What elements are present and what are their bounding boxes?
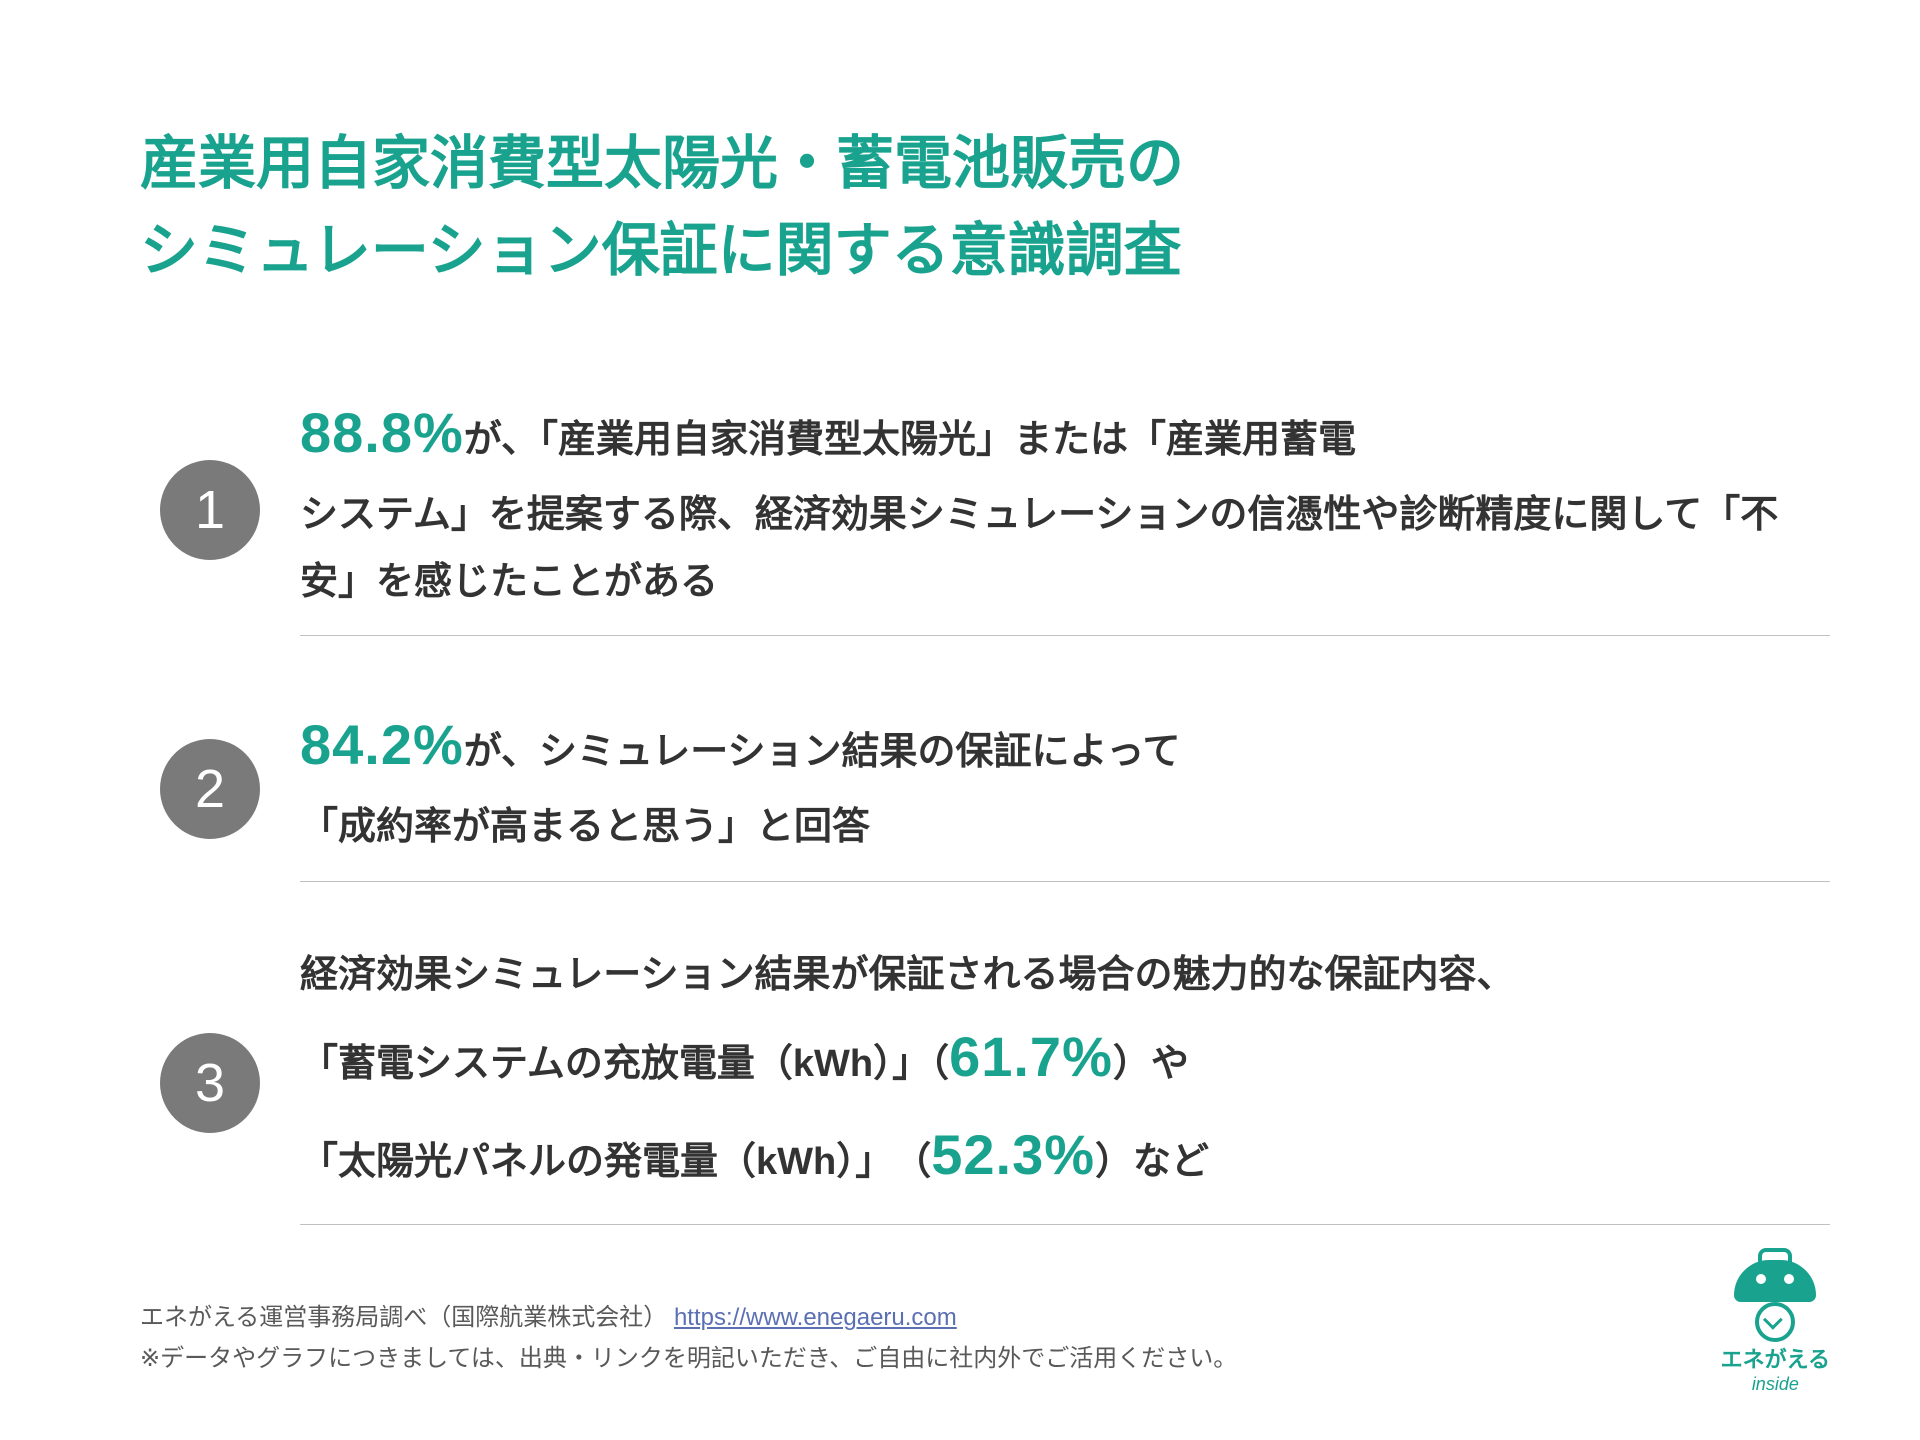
point-1-badge: 1 xyxy=(160,460,260,560)
point-2-text-a: が、シミュレーション結果の保証によって xyxy=(464,731,1181,773)
point-3-badge: 3 xyxy=(160,1033,260,1133)
points-list: 1 88.8%が、「産業用自家消費型太陽光」または「産業用蓄電 システム」を提案… xyxy=(160,384,1830,1225)
brand-name: エネがえる xyxy=(1721,1342,1830,1374)
footer-note: ※データやグラフにつきましては、出典・リンクを明記いただき、ご自由に社内外でご活… xyxy=(140,1345,1237,1372)
point-1-percent: 88.8% xyxy=(300,401,464,464)
point-1-text-b: システム」を提案する際、経済効果シミュレーションの信憑性や診断精度に関して「不安… xyxy=(300,494,1778,603)
point-3-line3a: 「太陽光パネルの発電量（kWh）」 （ xyxy=(300,1141,931,1183)
point-3-number: 3 xyxy=(195,1052,225,1114)
footer-source: エネがえる運営事務局調べ（国際航業株式会社） xyxy=(140,1304,674,1331)
point-2-body: 84.2%が、シミュレーション結果の保証によって 「成約率が高まると思う」と回答 xyxy=(300,696,1830,882)
brand-sub: inside xyxy=(1721,1374,1830,1395)
point-1-number: 1 xyxy=(195,479,225,541)
point-2: 2 84.2%が、シミュレーション結果の保証によって 「成約率が高まると思う」と… xyxy=(160,696,1830,882)
point-3-line2-percent: 61.7% xyxy=(949,1025,1113,1088)
slide: 産業用自家消費型太陽光・蓄電池販売の シミュレーション保証に関する意識調査 1 … xyxy=(0,0,1920,1440)
point-2-number: 2 xyxy=(195,758,225,820)
title-line-1: 産業用自家消費型太陽光・蓄電池販売の xyxy=(140,131,1184,196)
brand-block: エネがえる inside xyxy=(1721,1248,1830,1395)
title-line-2: シミュレーション保証に関する意識調査 xyxy=(140,218,1182,283)
point-3-line2a: 「蓄電システムの充放電量（kWh）」（ xyxy=(300,1043,949,1085)
point-3: 3 経済効果シミュレーション結果が保証される場合の魅力的な保証内容、 「蓄電シス… xyxy=(160,942,1830,1226)
brand-icon xyxy=(1730,1248,1820,1338)
point-3-line3b: ）など xyxy=(1095,1141,1209,1183)
slide-title: 産業用自家消費型太陽光・蓄電池販売の シミュレーション保証に関する意識調査 xyxy=(140,120,1830,294)
point-2-percent: 84.2% xyxy=(300,713,464,776)
footer-link[interactable]: https://www.enegaeru.com xyxy=(674,1304,957,1331)
point-1: 1 88.8%が、「産業用自家消費型太陽光」または「産業用蓄電 システム」を提案… xyxy=(160,384,1830,636)
point-2-badge: 2 xyxy=(160,739,260,839)
footer: エネがえる運営事務局調べ（国際航業株式会社） https://www.enega… xyxy=(140,1298,1237,1380)
point-3-line2b: ）や xyxy=(1113,1043,1189,1085)
point-3-line1: 経済効果シミュレーション結果が保証される場合の魅力的な保証内容、 xyxy=(300,954,1514,996)
point-3-line3-percent: 52.3% xyxy=(931,1123,1095,1186)
point-2-text-b: 「成約率が高まると思う」と回答 xyxy=(300,806,870,848)
point-1-text-a: が、「産業用自家消費型太陽光」または「産業用蓄電 xyxy=(464,419,1356,461)
point-3-body: 経済効果シミュレーション結果が保証される場合の魅力的な保証内容、 「蓄電システム… xyxy=(300,942,1830,1226)
point-1-body: 88.8%が、「産業用自家消費型太陽光」または「産業用蓄電 システム」を提案する… xyxy=(300,384,1830,636)
